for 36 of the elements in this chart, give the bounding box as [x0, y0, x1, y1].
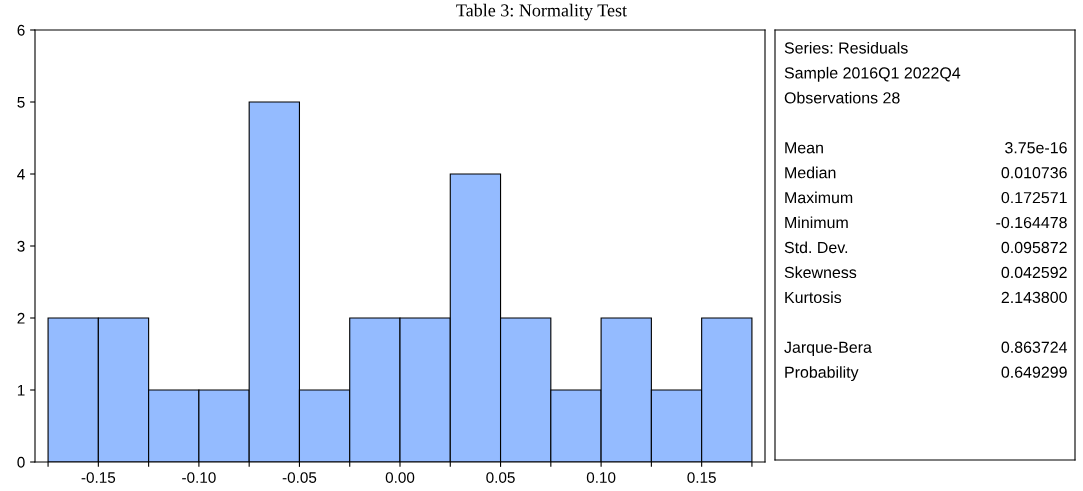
- text: Sample 2016Q1 2022Q4: [784, 66, 961, 82]
- y-tick-label: 1: [17, 385, 25, 396]
- x-tick-label: -0.05: [282, 472, 317, 483]
- text: 0.863724: [1001, 341, 1068, 353]
- chart-title: Table 3: Normality Test: [456, 3, 627, 21]
- x-tick-label: -0.15: [81, 472, 116, 483]
- text: 0.095872: [1001, 241, 1067, 254]
- text: Maximum: [785, 191, 853, 204]
- y-tick-label: 0: [17, 456, 25, 468]
- y-tick-label: 4: [17, 169, 25, 180]
- x-tick-label: 0.10: [586, 472, 616, 483]
- text: 0.010736: [1001, 167, 1067, 179]
- text: 0.042592: [1001, 266, 1067, 279]
- x-tick-label: 0.05: [486, 472, 515, 483]
- y-tick-label: 5: [17, 97, 25, 108]
- text: Std. Dev.: [784, 241, 848, 254]
- x-tick-label: 0.15: [687, 472, 716, 483]
- text: Median: [785, 166, 836, 179]
- y-tick-label: 2: [17, 312, 25, 324]
- y-tick-label: 3: [17, 240, 25, 252]
- y-tick-label: 6: [17, 24, 25, 36]
- text: -0.164478: [996, 216, 1067, 229]
- x-tick-label: -0.10: [182, 472, 216, 483]
- text: Kurtosis: [785, 291, 842, 304]
- text: Minimum: [785, 216, 848, 229]
- text: Series: Residuals: [784, 41, 908, 54]
- text: Skewness: [784, 266, 857, 279]
- text: 2.143800: [1001, 291, 1067, 304]
- text: Observations 28: [784, 91, 900, 104]
- text: Probability: [785, 366, 859, 382]
- text: 0.172571: [1001, 191, 1067, 204]
- text: Jarque-Bera: [784, 341, 872, 357]
- text: 3.75e-16: [1005, 142, 1067, 154]
- x-tick-label: 0.00: [385, 472, 415, 483]
- text: Mean: [785, 142, 823, 154]
- text: 0.649299: [1001, 366, 1067, 378]
